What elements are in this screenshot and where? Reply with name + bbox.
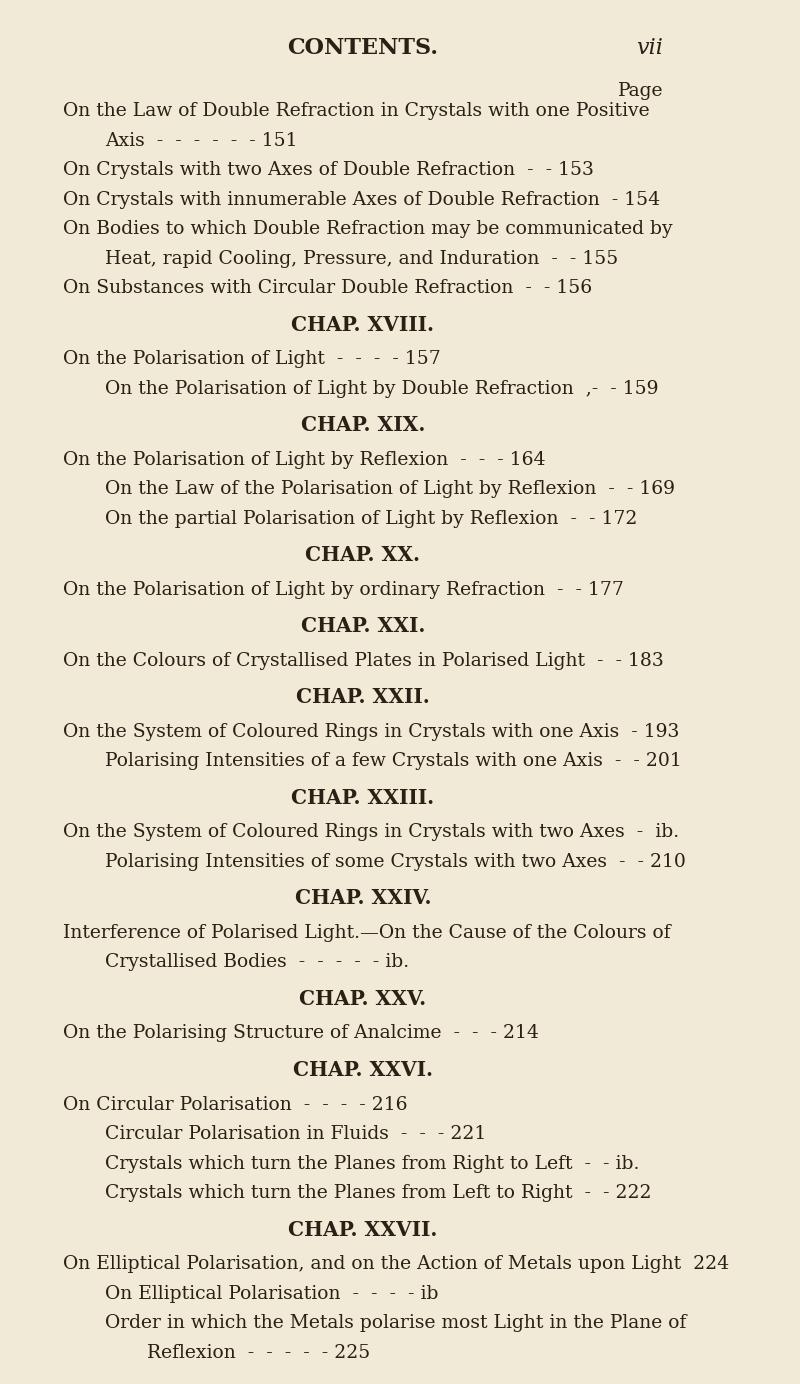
Text: CHAP. XXVI.: CHAP. XXVI.: [293, 1060, 433, 1080]
Text: On Crystals with innumerable Axes of Double Refraction  - 154: On Crystals with innumerable Axes of Dou…: [63, 191, 660, 209]
Text: On Elliptical Polarisation, and on the Action of Metals upon Light  224: On Elliptical Polarisation, and on the A…: [63, 1255, 729, 1273]
Text: On the partial Polarisation of Light by Reflexion  -  - 172: On the partial Polarisation of Light by …: [105, 509, 637, 527]
Text: On Substances with Circular Double Refraction  -  - 156: On Substances with Circular Double Refra…: [63, 280, 592, 298]
Text: CHAP. XXIV.: CHAP. XXIV.: [294, 889, 431, 908]
Text: Reflexion  -  -  -  -  - 225: Reflexion - - - - - 225: [146, 1344, 370, 1362]
Text: CHAP. XXII.: CHAP. XXII.: [296, 688, 430, 707]
Text: On Circular Polarisation  -  -  -  - 216: On Circular Polarisation - - - - 216: [63, 1096, 407, 1114]
Text: CHAP. XVIII.: CHAP. XVIII.: [291, 314, 434, 335]
Text: On the Polarisation of Light by Double Refraction  ,-  - 159: On the Polarisation of Light by Double R…: [105, 379, 658, 397]
Text: On the Law of the Polarisation of Light by Reflexion  -  - 169: On the Law of the Polarisation of Light …: [105, 480, 674, 498]
Text: On the Colours of Crystallised Plates in Polarised Light  -  - 183: On the Colours of Crystallised Plates in…: [63, 652, 663, 670]
Text: On the System of Coloured Rings in Crystals with two Axes  -  ib.: On the System of Coloured Rings in Cryst…: [63, 823, 679, 841]
Text: On the Polarisation of Light  -  -  -  - 157: On the Polarisation of Light - - - - 157: [63, 350, 441, 368]
Text: CONTENTS.: CONTENTS.: [287, 37, 438, 60]
Text: On Bodies to which Double Refraction may be communicated by: On Bodies to which Double Refraction may…: [63, 220, 673, 238]
Text: CHAP. XXIII.: CHAP. XXIII.: [291, 787, 434, 808]
Text: Polarising Intensities of some Crystals with two Axes  -  - 210: Polarising Intensities of some Crystals …: [105, 853, 686, 871]
Text: On the Polarising Structure of Analcime  -  -  - 214: On the Polarising Structure of Analcime …: [63, 1024, 538, 1042]
Text: CHAP. XXV.: CHAP. XXV.: [299, 990, 426, 1009]
Text: Circular Polarisation in Fluids  -  -  - 221: Circular Polarisation in Fluids - - - 22…: [105, 1125, 486, 1143]
Text: CHAP. XXI.: CHAP. XXI.: [301, 616, 425, 637]
Text: Order in which the Metals polarise most Light in the Plane of: Order in which the Metals polarise most …: [105, 1315, 686, 1333]
Text: CHAP. XIX.: CHAP. XIX.: [301, 415, 425, 435]
Text: Heat, rapid Cooling, Pressure, and Induration  -  - 155: Heat, rapid Cooling, Pressure, and Indur…: [105, 249, 618, 267]
Text: CHAP. XXVII.: CHAP. XXVII.: [288, 1219, 438, 1240]
Text: On the System of Coloured Rings in Crystals with one Axis  - 193: On the System of Coloured Rings in Cryst…: [63, 722, 679, 740]
Text: Interference of Polarised Light.—On the Cause of the Colours of: Interference of Polarised Light.—On the …: [63, 925, 670, 943]
Text: Crystallised Bodies  -  -  -  -  - ib.: Crystallised Bodies - - - - - ib.: [105, 954, 409, 972]
Text: Crystals which turn the Planes from Left to Right  -  - 222: Crystals which turn the Planes from Left…: [105, 1185, 651, 1203]
Text: On Elliptical Polarisation  -  -  -  - ib: On Elliptical Polarisation - - - - ib: [105, 1284, 438, 1302]
Text: Crystals which turn the Planes from Right to Left  -  - ib.: Crystals which turn the Planes from Righ…: [105, 1154, 639, 1172]
Text: CHAP. XX.: CHAP. XX.: [306, 545, 421, 565]
Text: Polarising Intensities of a few Crystals with one Axis  -  - 201: Polarising Intensities of a few Crystals…: [105, 753, 682, 771]
Text: On the Polarisation of Light by ordinary Refraction  -  - 177: On the Polarisation of Light by ordinary…: [63, 581, 624, 599]
Text: On the Polarisation of Light by Reflexion  -  -  - 164: On the Polarisation of Light by Reflexio…: [63, 451, 546, 469]
Text: vii: vii: [636, 37, 663, 60]
Text: Page: Page: [618, 82, 663, 100]
Text: On Crystals with two Axes of Double Refraction  -  - 153: On Crystals with two Axes of Double Refr…: [63, 161, 594, 179]
Text: On the Law of Double Refraction in Crystals with one Positive: On the Law of Double Refraction in Cryst…: [63, 102, 650, 120]
Text: Axis  -  -  -  -  -  - 151: Axis - - - - - - 151: [105, 131, 298, 149]
